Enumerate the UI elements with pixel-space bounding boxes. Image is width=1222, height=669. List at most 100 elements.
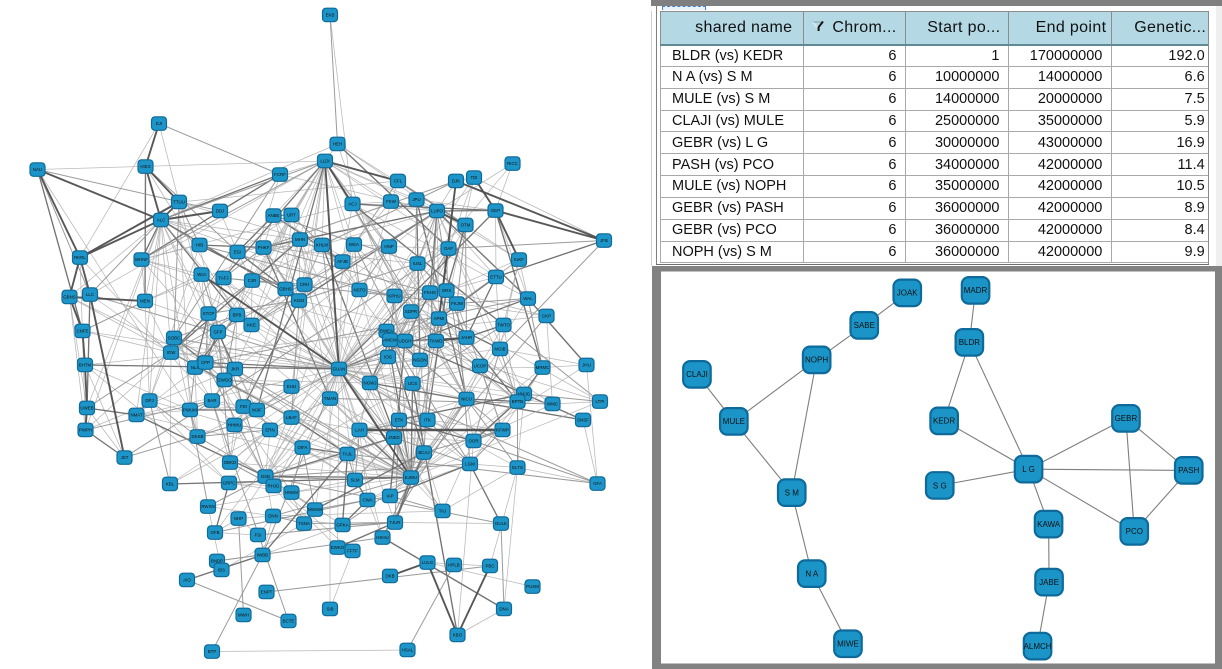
svg-text:KAWA: KAWA (1037, 520, 1061, 529)
svg-text:BCTE: BCTE (283, 619, 295, 624)
svg-text:GFP: GFP (213, 330, 222, 335)
svg-text:LLC: LLC (86, 292, 94, 297)
svg-text:JPU: JPU (412, 197, 420, 202)
svg-text:MRMC: MRMC (536, 365, 550, 370)
svg-text:ERN: ERN (265, 428, 274, 433)
svg-text:KKE: KKE (247, 323, 256, 328)
svg-text:PWPH: PWPH (79, 428, 92, 433)
svg-text:OTM: OTM (461, 223, 471, 228)
svg-text:SIB: SIB (326, 607, 333, 612)
svg-text:GWGO: GWGO (217, 378, 232, 383)
svg-text:HSAL: HSAL (402, 648, 414, 653)
svg-text:OIFA: OIFA (297, 445, 307, 450)
svg-text:GBNS: GBNS (63, 295, 76, 300)
svg-text:MADR: MADR (963, 286, 987, 295)
svg-text:GUAN: GUAN (333, 367, 346, 372)
svg-text:DKKB: DKKB (192, 434, 204, 439)
svg-text:RWSN: RWSN (201, 504, 214, 509)
svg-text:OOR: OOR (468, 439, 478, 444)
svg-text:EJI: EJI (156, 121, 162, 126)
svg-text:CFL: CFL (394, 179, 403, 184)
svg-text:NICU: NICU (461, 397, 472, 402)
svg-text:MEN: MEN (140, 299, 150, 304)
svg-text:PWUM: PWUM (183, 408, 197, 413)
svg-text:GRPC: GRPC (223, 481, 236, 486)
svg-text:TDI: TDI (470, 175, 477, 180)
svg-text:TWTO: TWTO (497, 323, 510, 328)
svg-text:IOG: IOG (384, 355, 393, 360)
svg-text:GEP: GEP (491, 208, 500, 213)
svg-text:ITK: ITK (424, 418, 431, 423)
svg-text:TTUU: TTUU (173, 200, 185, 205)
svg-text:NGWJ: NGWJ (364, 381, 377, 386)
svg-text:IAP: IAP (386, 494, 393, 499)
svg-text:CWA: CWA (362, 498, 372, 503)
svg-text:BWEA: BWEA (380, 329, 393, 334)
svg-text:RHJG: RHJG (268, 484, 281, 489)
svg-text:DSB: DSB (261, 474, 270, 479)
svg-text:PASH: PASH (1178, 466, 1199, 475)
svg-text:LULG: LULG (422, 560, 434, 565)
svg-text:NWSW: NWSW (308, 507, 323, 512)
svg-text:RICC: RICC (507, 161, 518, 166)
svg-text:L G: L G (1022, 465, 1035, 474)
svg-text:EGI: EGI (234, 250, 242, 255)
svg-text:EKB: EKB (326, 13, 335, 18)
svg-text:DNA: DNA (499, 607, 508, 612)
svg-text:PHKF: PHKF (258, 245, 270, 250)
svg-text:EHIJ: EHIJ (287, 384, 297, 389)
svg-text:GBHS: GBHS (279, 287, 292, 292)
svg-text:JST: JST (121, 455, 129, 460)
svg-text:SOBC: SOBC (168, 336, 180, 341)
svg-text:PCO: PCO (1125, 527, 1142, 536)
svg-text:WUI: WUI (197, 272, 206, 277)
svg-text:KEDR: KEDR (932, 417, 954, 426)
svg-text:HPLB: HPLB (448, 563, 460, 568)
svg-text:FSI: FSI (255, 533, 262, 538)
svg-text:AFJB: AFJB (337, 259, 348, 264)
svg-text:HIES: HIES (140, 164, 150, 169)
svg-text:ACJ: ACJ (348, 202, 356, 207)
svg-text:GULK: GULK (495, 521, 507, 526)
svg-text:JFB: JFB (600, 238, 608, 243)
svg-text:TKWD: TKWD (430, 339, 443, 344)
svg-text:NLS: NLS (191, 365, 200, 370)
svg-text:IUSL: IUSL (413, 261, 423, 266)
svg-text:ALC: ALC (157, 218, 166, 223)
svg-text:OBKD: OBKD (224, 460, 236, 465)
svg-text:APMI: APMI (434, 316, 445, 321)
svg-text:PBC: PBC (485, 564, 494, 569)
svg-text:BHTM: BHTM (79, 363, 92, 368)
svg-text:EJWU: EJWU (405, 475, 417, 480)
svg-text:DPJ: DPJ (145, 398, 153, 403)
svg-text:UWEB: UWEB (80, 406, 93, 411)
svg-text:UCOP: UCOP (474, 364, 487, 369)
svg-text:HNP: HNP (384, 244, 393, 249)
svg-text:HHWU: HHWU (228, 423, 242, 428)
svg-text:PUSM: PUSM (526, 584, 539, 589)
svg-text:MHN: MHN (295, 237, 305, 242)
svg-text:TSNA: TSNA (298, 521, 310, 526)
svg-text:JOAK: JOAK (896, 289, 918, 298)
svg-text:TAJL: TAJL (343, 452, 353, 457)
svg-text:FDI: FDI (240, 404, 247, 409)
svg-text:S M: S M (784, 489, 799, 498)
svg-text:HNKM: HNKM (285, 490, 298, 495)
svg-text:TMAN: TMAN (324, 396, 336, 401)
svg-text:BNDP: BNDP (211, 559, 223, 564)
svg-text:BPB: BPB (233, 313, 242, 318)
svg-text:MIWE: MIWE (837, 640, 859, 649)
svg-text:LBAF: LBAF (286, 415, 297, 420)
svg-text:BCAJ: BCAJ (418, 450, 429, 455)
svg-text:CPP: CPP (201, 360, 210, 365)
svg-text:KPHU: KPHU (388, 294, 400, 299)
svg-text:NGON: NGON (413, 358, 426, 363)
svg-text:LUPO: LUPO (431, 209, 444, 214)
svg-text:IBS: IBS (218, 568, 225, 573)
svg-text:KHLM: KHLM (316, 243, 329, 248)
svg-text:ETK: ETK (395, 418, 404, 423)
svg-text:WMC: WMC (547, 402, 558, 407)
svg-text:FKW: FKW (386, 199, 397, 204)
svg-text:KGM: KGM (294, 298, 304, 303)
svg-text:SLM: SLM (350, 478, 359, 483)
